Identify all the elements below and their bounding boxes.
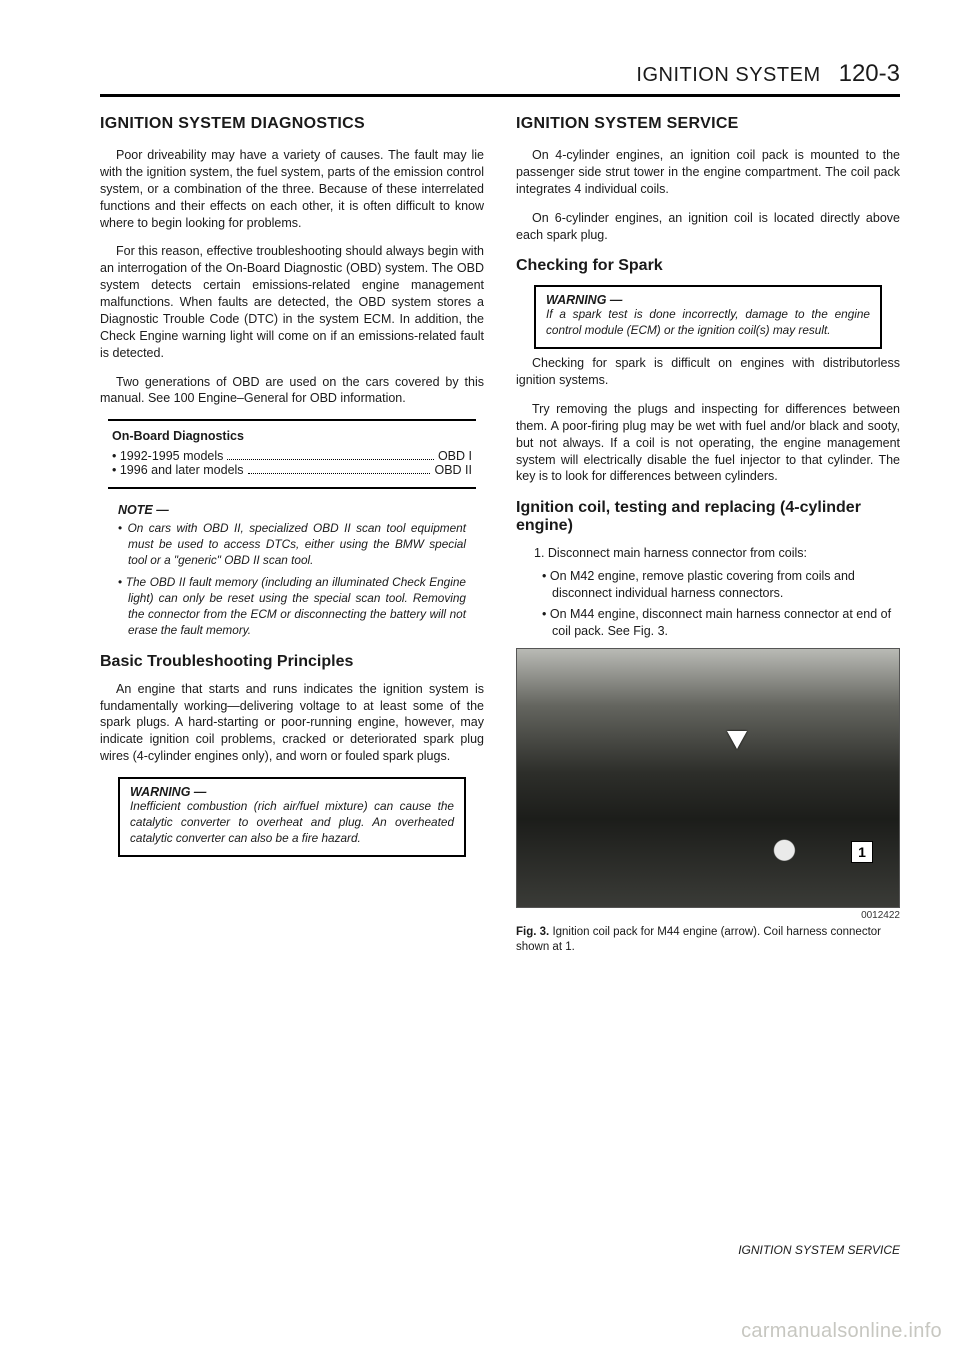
section-diagnostics-heading: IGNITION SYSTEM DIAGNOSTICS [100,115,484,133]
obd-row1-value: OBD I [438,449,472,463]
two-column-layout: IGNITION SYSTEM DIAGNOSTICS Poor driveab… [100,115,900,960]
warning-box-right: WARNING — If a spark test is done incorr… [534,285,882,349]
diag-para-2: For this reason, effective troubleshooti… [100,243,484,361]
figure-3: 1 0012422 Fig. 3. Ignition coil pack for… [516,648,900,956]
header-title: IGNITION SYSTEM [636,64,820,87]
figure-image: 1 [516,648,900,908]
obd-row2-value: OBD II [434,463,472,477]
diag-para-1: Poor driveability may have a variety of … [100,147,484,231]
obd-table: On-Board Diagnostics 1992-1995 models OB… [108,419,476,489]
obd-row-1: 1992-1995 models OBD I [112,449,472,463]
note-item-2: The OBD II fault memory (including an il… [118,575,466,639]
obd-row-2: 1996 and later models OBD II [112,463,472,477]
section-service-heading: IGNITION SYSTEM SERVICE [516,115,900,133]
warning-heading: WARNING — [546,293,870,307]
procedure-sub-1a: On M42 engine, remove plastic covering f… [552,568,900,602]
figure-caption: Fig. 3. Ignition coil pack for M44 engin… [516,925,900,956]
dot-leader [248,473,431,474]
note-block: NOTE — On cars with OBD II, specialized … [118,503,466,638]
procedure-sub-1b: On M44 engine, disconnect main harness c… [552,606,900,640]
dot-leader [227,459,434,460]
diag-para-3: Two generations of OBD are used on the c… [100,374,484,408]
basic-para: An engine that starts and runs indicates… [100,681,484,765]
figure-code: 0012422 [516,910,900,921]
header-rule [100,94,900,97]
note-item-1: On cars with OBD II, specialized OBD II … [118,521,466,569]
check-para-1: Checking for spark is difficult on engin… [516,355,900,389]
figure-caption-lead: Fig. 3. [516,926,549,938]
check-para-2: Try removing the plugs and inspecting fo… [516,401,900,485]
warning-heading: WARNING — [130,785,454,799]
watermark: carmanualsonline.info [741,1320,942,1343]
manual-page: IGNITION SYSTEM 120-3 IGNITION SYSTEM DI… [0,0,960,1357]
service-para-2: On 6-cylinder engines, an ignition coil … [516,210,900,244]
figure-caption-text: Ignition coil pack for M44 engine (arrow… [516,926,881,954]
left-column: IGNITION SYSTEM DIAGNOSTICS Poor driveab… [100,115,484,960]
obd-row1-label: 1992-1995 models [112,449,223,463]
service-para-1: On 4-cylinder engines, an ignition coil … [516,147,900,198]
header-page-number: 120-3 [839,60,900,88]
obd-row2-label: 1996 and later models [112,463,244,477]
page-header: IGNITION SYSTEM 120-3 [100,60,900,88]
section-check-spark-heading: Checking for Spark [516,257,900,275]
right-column: IGNITION SYSTEM SERVICE On 4-cylinder en… [516,115,900,960]
arrow-icon [727,731,747,749]
obd-table-title: On-Board Diagnostics [112,429,472,443]
warning-text: If a spark test is done incorrectly, dam… [546,307,870,339]
section-coil-heading: Ignition coil, testing and replacing (4-… [516,499,900,535]
note-heading: NOTE — [118,503,466,517]
section-basic-heading: Basic Troubleshooting Principles [100,653,484,671]
page-footer: IGNITION SYSTEM SERVICE [738,1243,900,1257]
warning-box-left: WARNING — Inefficient combustion (rich a… [118,777,466,857]
procedure-step-1: 1. Disconnect main harness connector fro… [534,545,900,562]
callout-1: 1 [851,841,873,863]
warning-text: Inefficient combustion (rich air/fuel mi… [130,799,454,847]
